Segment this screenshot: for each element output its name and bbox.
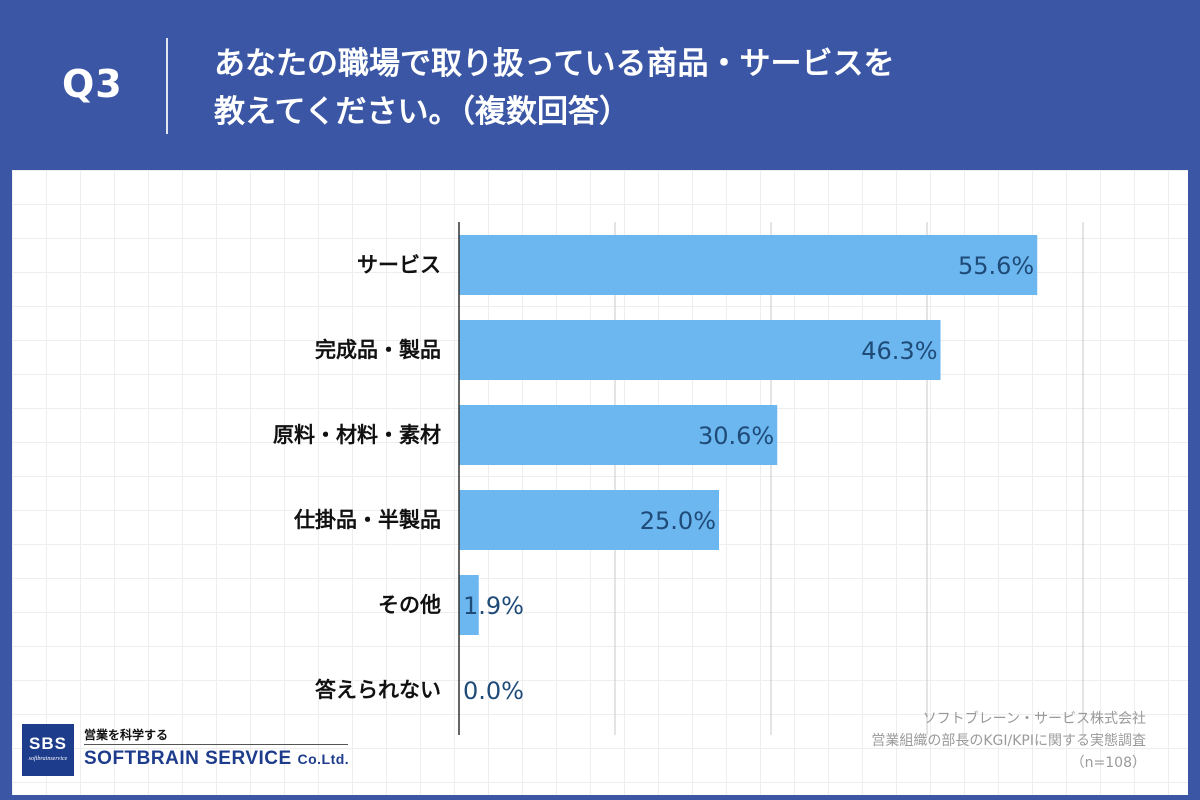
category-label: サービス: [357, 253, 441, 277]
logo-rule: [84, 744, 348, 745]
question-title-line2: 教えてください。（複数回答）: [214, 94, 631, 130]
bar: [459, 235, 1038, 295]
category-label: 答えられない: [315, 678, 441, 702]
data-label: 46.3%: [861, 337, 937, 365]
data-label: 30.6%: [698, 422, 774, 450]
bar: [459, 575, 479, 635]
question-title: あなたの職場で取り扱っている商品・サービスを 教えてください。（複数回答）: [214, 40, 1114, 136]
company-logo: SBS softbrainservice 営業を科学する SOFTBRAIN S…: [22, 724, 362, 776]
data-label: 0.0%: [463, 677, 524, 705]
logo-name-suffix: Co.Ltd.: [297, 751, 350, 767]
bar: [459, 490, 719, 550]
chart-card: サービス 55.6% 完成品・製品 46.3% 原料・材料・素材 30.6% 仕掛品・半製品…: [12, 170, 1188, 795]
question-title-line1: あなたの職場で取り扱っている商品・サービスを: [214, 46, 895, 82]
logo-tagline: 営業を科学する: [84, 728, 169, 742]
source-line1: ソフトブレーン・サービス株式会社: [922, 711, 1146, 727]
logo-mini-text: softbrainservice: [28, 756, 68, 762]
category-label: 原料・材料・素材: [273, 423, 441, 447]
bar-chart: サービス 55.6% 完成品・製品 46.3% 原料・材料・素材 30.6% 仕掛品・半製品…: [273, 222, 1084, 735]
data-label: 55.6%: [958, 252, 1034, 280]
logo-company-name: SOFTBRAIN SERVICE Co.Ltd.: [84, 748, 349, 770]
source-line3: （n=108）: [1070, 755, 1146, 771]
logo-name-main: SOFTBRAIN SERVICE: [84, 748, 292, 769]
bar: [459, 405, 778, 465]
header-divider: [166, 38, 168, 134]
logo-mark: SBS softbrainservice: [22, 724, 74, 776]
category-label: 仕掛品・半製品: [293, 508, 441, 532]
question-label: Q3: [62, 62, 123, 106]
logo-abbr: SBS: [29, 734, 67, 753]
bar: [459, 320, 941, 380]
source-line2: 営業組織の部長のKGI/KPIに関する実態調査: [871, 733, 1146, 749]
source-note: ソフトブレーン・サービス株式会社 営業組織の部長のKGI/KPIに関する実態調査…: [871, 708, 1146, 774]
category-label: その他: [378, 593, 441, 617]
data-label: 1.9%: [463, 592, 524, 620]
header: Q3 あなたの職場で取り扱っている商品・サービスを 教えてください。（複数回答）: [0, 0, 1200, 170]
data-label: 25.0%: [640, 507, 716, 535]
category-label: 完成品・製品: [315, 338, 441, 362]
